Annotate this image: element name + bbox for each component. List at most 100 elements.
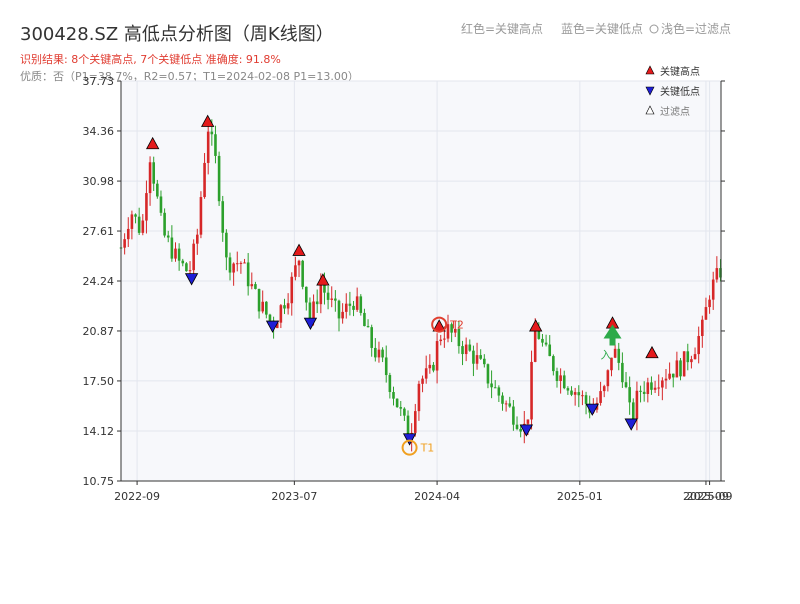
key-high-marker [201,114,215,127]
key-low-marker [624,418,638,431]
legend-high-label: 关键高点 [660,65,700,78]
candle-down [334,298,337,301]
candle-up [443,338,446,340]
candle-down [308,302,312,320]
key-high-marker [645,345,659,359]
candle-up [715,268,719,280]
candle-down [450,324,453,333]
candle-up [188,270,192,272]
candle-down [501,395,504,404]
candle-up [690,359,693,363]
candle-down [566,388,570,391]
candle-up [708,299,711,308]
candle-down [384,357,388,376]
candle-down [366,326,370,328]
candle-up [319,285,323,305]
candle-down [432,364,435,371]
candle-down [617,348,621,363]
candle-up [355,296,359,310]
candle-up [413,411,417,433]
t2-label: T2 [449,319,464,332]
entry-label: 入 [601,348,612,361]
candle-down [555,371,559,382]
t1-ring [401,439,418,456]
candle-down [214,134,217,156]
candle-down [493,387,497,389]
chart-title: 300428.SZ 高低点分析图（周K线图） [20,24,334,45]
candle-up [145,193,148,221]
legend-filtered-icon [645,105,655,115]
candle-down [541,338,544,343]
candle-down [381,349,384,358]
key-low-marker [519,424,534,437]
candle-down [392,392,395,399]
candle-down [225,232,228,258]
y-tick-label: 27.61 [83,225,115,238]
candle-up [613,348,617,358]
candle-down [544,342,548,345]
candle-up [239,262,243,264]
candle-up [377,349,381,358]
candle-up [275,322,279,329]
legend-high-icon [645,65,655,75]
candle-up [141,220,145,233]
candle-up [290,276,294,304]
y-tick-label: 34.36 [83,125,115,138]
y-tick-label: 24.24 [83,275,115,288]
key-low-marker [303,317,318,330]
y-tick-label: 17.50 [83,375,115,388]
candle-up [294,265,297,277]
key-low-marker [184,273,199,286]
key-high-marker [529,319,543,332]
candle-down [137,216,141,233]
quality-summary: 优质：否（P1=38.7%，R2=0.57；T1=2024-02-08 P1=1… [20,70,359,83]
candles-layer [119,119,722,452]
candle-up [653,387,657,390]
candle-down [621,362,624,383]
candle-up [312,301,315,320]
candle-down [326,292,330,300]
y-tick-label: 30.98 [83,175,115,188]
candle-down [461,346,464,355]
candle-down [166,235,170,238]
candle-up [530,361,533,420]
candle-up [704,307,708,320]
candle-down [217,155,221,202]
candle-up [261,301,264,312]
candle-up [199,197,203,235]
candle-down [257,288,261,312]
candle-up [192,243,195,271]
candle-down [177,248,181,261]
annotations-layer: T1 T2 入 [401,316,622,456]
candle-down [519,428,522,432]
candle-down [185,263,188,272]
candle-up [657,387,661,389]
candle-down [152,162,155,184]
candle-up [646,382,650,395]
candle-up [635,390,639,419]
candle-down [686,351,690,363]
key-high-marker [145,136,160,150]
candle-down [399,407,403,409]
candle-down [352,305,355,310]
candle-up [130,214,134,229]
candle-up [250,284,254,287]
candle-up [464,344,468,355]
candle-up [599,391,602,403]
candle-down [181,260,185,264]
x-tick-label: 2025-09 [683,490,729,503]
candle-up [421,378,424,384]
candle-up [417,383,421,412]
x-tick-label: 2025-09 [687,490,733,503]
candle-up [675,360,679,378]
candle-down [497,387,501,396]
candle-up [439,339,443,342]
candle-down [359,296,363,313]
candle-down [490,383,493,388]
candle-down [323,285,326,293]
legend-low-icon [645,86,655,96]
key-low-marker [585,403,599,416]
candle-down [403,408,406,416]
candle-down [584,395,588,404]
